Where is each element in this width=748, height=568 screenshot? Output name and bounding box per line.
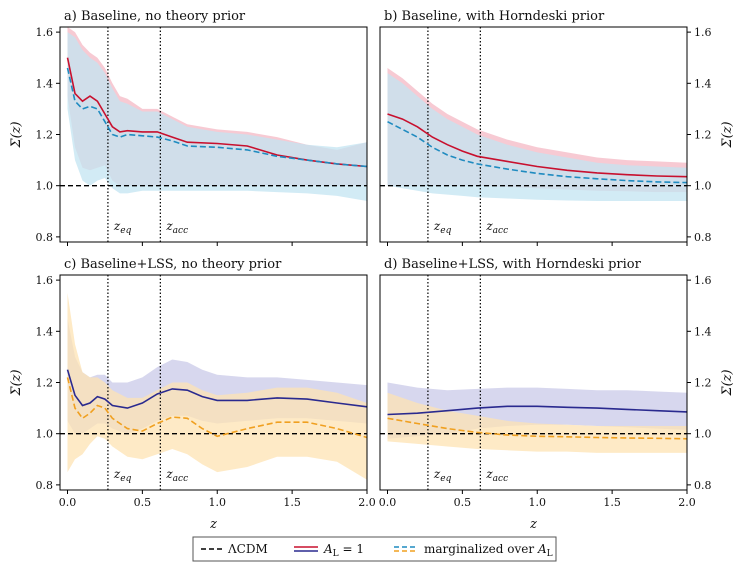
y-tick-label: 1.0 (36, 180, 54, 193)
y-tick-label: 0.8 (36, 479, 54, 492)
y-axis-label: Σ(z) (9, 369, 24, 396)
series-marginalized-line (66, 67, 368, 168)
marker-label-acc: zacc (485, 219, 508, 236)
y-axis-label: Σ(z) (9, 121, 24, 148)
y-tick-label: 1.4 (36, 325, 54, 338)
x-axis-label: z (529, 517, 537, 532)
y-tick-label: 1.2 (36, 377, 54, 390)
y-tick-label: 1.2 (36, 129, 54, 142)
y-tick-label: 1.0 (694, 180, 712, 193)
y-tick-label: 0.8 (694, 479, 712, 492)
panel-title: b) Baseline, with Horndeski prior (384, 9, 605, 24)
x-tick-label: 1.5 (603, 496, 621, 509)
series-marginalized-line (66, 377, 368, 439)
y-tick-label: 1.4 (36, 77, 54, 90)
panel-title: a) Baseline, no theory prior (64, 9, 246, 24)
series-al1-line (66, 57, 368, 168)
y-tick-label: 0.8 (694, 231, 712, 244)
marker-label-acc: zacc (165, 219, 188, 236)
x-tick-label: 2.0 (678, 496, 696, 509)
x-tick-label: 0.0 (59, 496, 77, 509)
y-tick-label: 1.2 (694, 377, 712, 390)
y-tick-label: 1.6 (36, 26, 54, 39)
marker-label-eq: zeq (113, 467, 132, 484)
series-al1-line (387, 405, 688, 416)
series-marginalized-line (387, 120, 688, 184)
band-marginalized (387, 73, 687, 201)
x-tick-label: 0.5 (134, 496, 152, 509)
marker-label-acc: zacc (165, 467, 188, 484)
panel-d: d) Baseline+LSS, with Horndeski prior zeq… (379, 257, 735, 532)
plot-frame (379, 274, 688, 491)
x-tick-label: 0.5 (454, 496, 472, 509)
panel-b: b) Baseline, with Horndeski prior zeq zacc… (379, 9, 735, 246)
legend: ΛCDM AL = 1 marginalized over AL (192, 536, 557, 562)
y-tick-label: 1.0 (36, 428, 54, 441)
band-marginalized (67, 32, 367, 201)
legend-lcdm-label: ΛCDM (227, 542, 268, 556)
y-tick-label: 1.6 (36, 274, 54, 287)
y-tick-label: 1.0 (694, 428, 712, 441)
panel-title: c) Baseline+LSS, no theory prior (64, 257, 282, 272)
y-tick-label: 1.4 (694, 77, 712, 90)
marker-label-acc: zacc (485, 467, 508, 484)
x-tick-label: 0.0 (379, 496, 397, 509)
y-tick-label: 1.4 (694, 325, 712, 338)
y-tick-label: 1.6 (694, 274, 712, 287)
series-marginalized-line (387, 417, 688, 440)
y-tick-label: 1.6 (694, 26, 712, 39)
legend-al1-label: AL = 1 (323, 542, 364, 559)
y-tick-label: 0.8 (36, 231, 54, 244)
panel-c: c) Baseline+LSS, no theory prior zeq zacc 0… (9, 257, 376, 532)
y-axis-label: Σ(z) (720, 369, 735, 396)
marker-label-eq: zeq (113, 219, 132, 236)
x-tick-label: 1.0 (528, 496, 546, 509)
x-tick-label: 1.0 (208, 496, 226, 509)
y-axis-label: Σ(z) (720, 121, 735, 148)
x-axis-label: z (209, 517, 217, 532)
panel-a: a) Baseline, no theory prior zeq zacc 0.8 1.… (9, 9, 368, 246)
x-tick-label: 2.0 (358, 496, 376, 509)
x-tick-label: 1.5 (283, 496, 301, 509)
series-al1-line (66, 369, 368, 409)
y-tick-label: 1.2 (694, 129, 712, 142)
legend-marg-label: marginalized over AL (424, 542, 553, 559)
marker-label-eq: zeq (433, 467, 452, 484)
legend-box (192, 536, 557, 562)
series-al1-line (387, 113, 688, 178)
panel-title: d) Baseline+LSS, with Horndeski prior (384, 257, 642, 272)
marker-label-eq: zeq (433, 219, 452, 236)
